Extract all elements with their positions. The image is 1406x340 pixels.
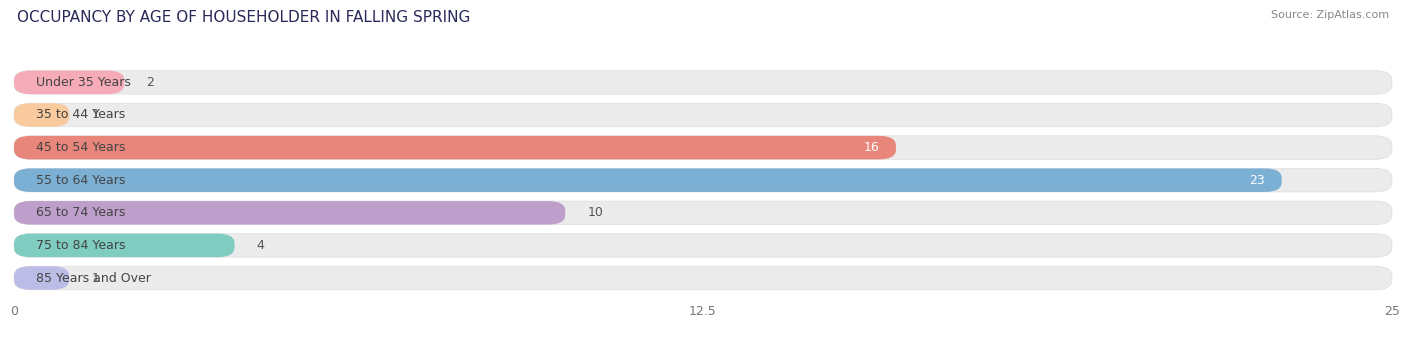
Text: 75 to 84 Years: 75 to 84 Years [37,239,125,252]
FancyBboxPatch shape [14,71,124,94]
Text: 85 Years and Over: 85 Years and Over [37,272,150,285]
FancyBboxPatch shape [14,136,1392,159]
FancyBboxPatch shape [14,168,1392,192]
FancyBboxPatch shape [14,234,235,257]
FancyBboxPatch shape [14,103,1392,127]
Text: 55 to 64 Years: 55 to 64 Years [37,174,125,187]
Text: 23: 23 [1250,174,1265,187]
FancyBboxPatch shape [14,234,1392,257]
Text: 2: 2 [146,76,155,89]
Text: 4: 4 [256,239,264,252]
FancyBboxPatch shape [14,201,1392,224]
FancyBboxPatch shape [14,201,565,224]
Text: 1: 1 [91,272,98,285]
FancyBboxPatch shape [14,136,896,159]
Text: Source: ZipAtlas.com: Source: ZipAtlas.com [1271,10,1389,20]
FancyBboxPatch shape [14,103,69,127]
FancyBboxPatch shape [14,168,1282,192]
Text: OCCUPANCY BY AGE OF HOUSEHOLDER IN FALLING SPRING: OCCUPANCY BY AGE OF HOUSEHOLDER IN FALLI… [17,10,470,25]
Text: 1: 1 [91,108,98,121]
Text: Under 35 Years: Under 35 Years [37,76,131,89]
Text: 16: 16 [863,141,879,154]
FancyBboxPatch shape [14,266,1392,290]
Text: 45 to 54 Years: 45 to 54 Years [37,141,125,154]
Text: 35 to 44 Years: 35 to 44 Years [37,108,125,121]
FancyBboxPatch shape [14,266,69,290]
FancyBboxPatch shape [14,71,1392,94]
Text: 65 to 74 Years: 65 to 74 Years [37,206,125,219]
Text: 10: 10 [588,206,603,219]
